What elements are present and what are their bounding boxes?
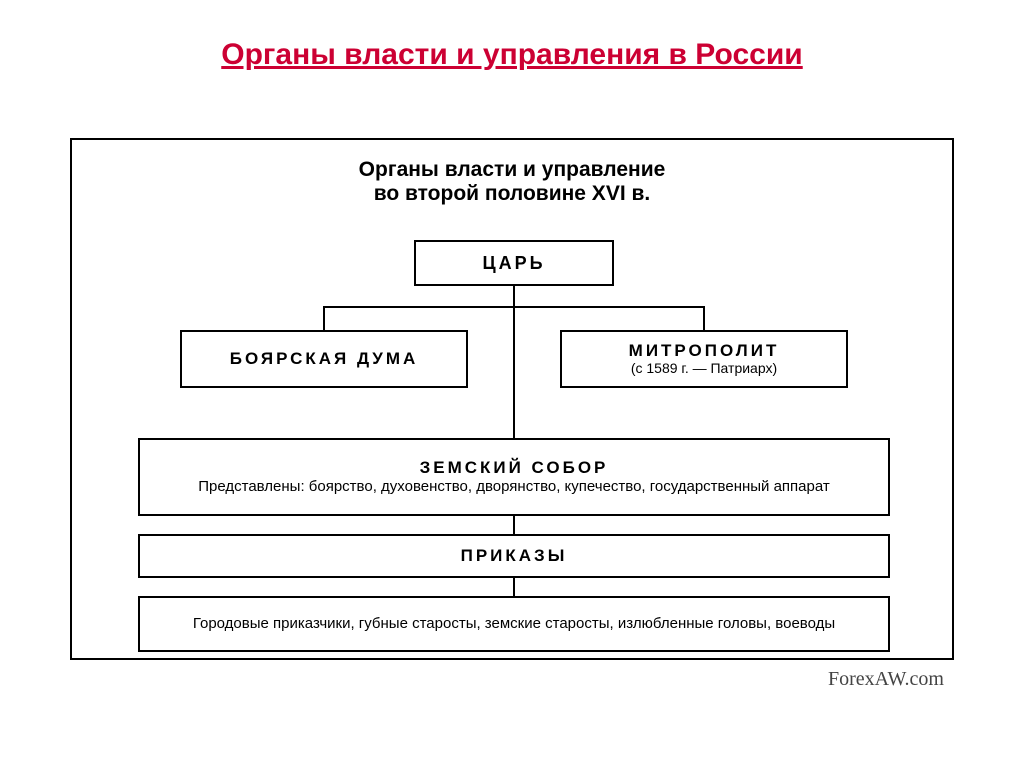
page-title: Органы власти и управления в России [0, 0, 1024, 72]
node-sobor-sub: Представлены: боярство, духовенство, дво… [198, 478, 830, 496]
node-duma-label: БОЯРСКАЯ ДУМА [230, 349, 419, 369]
node-mitropolit: МИТРОПОЛИТ (с 1589 г. — Патриарх) [560, 330, 848, 388]
node-zemsky-sobor: ЗЕМСКИЙ СОБОР Представлены: боярство, ду… [138, 438, 890, 516]
diagram-title-line2: во второй половине XVI в. [72, 182, 952, 206]
node-local-gov: Городовые приказчики, губные старосты, з… [138, 596, 890, 652]
edge [513, 578, 515, 596]
diagram-title: Органы власти и управление во второй пол… [72, 158, 952, 206]
node-sobor-label: ЗЕМСКИЙ СОБОР [420, 458, 609, 478]
node-mitr-label: МИТРОПОЛИТ [629, 341, 780, 361]
node-tsar-label: ЦАРЬ [482, 253, 545, 274]
diagram-title-line1: Органы власти и управление [72, 158, 952, 182]
node-prikazy: ПРИКАЗЫ [138, 534, 890, 578]
edge [513, 286, 515, 308]
edge [703, 306, 705, 330]
edge [323, 306, 325, 330]
node-local-sub: Городовые приказчики, губные старосты, з… [193, 615, 835, 633]
node-prikaz-label: ПРИКАЗЫ [461, 546, 568, 566]
node-boyar-duma: БОЯРСКАЯ ДУМА [180, 330, 468, 388]
diagram-frame: Органы власти и управление во второй пол… [70, 138, 954, 660]
edge [513, 306, 515, 438]
edge [513, 516, 515, 534]
node-tsar: ЦАРЬ [414, 240, 614, 286]
watermark: ForexAW.com [828, 668, 944, 691]
node-mitr-sub: (с 1589 г. — Патриарх) [631, 360, 777, 377]
